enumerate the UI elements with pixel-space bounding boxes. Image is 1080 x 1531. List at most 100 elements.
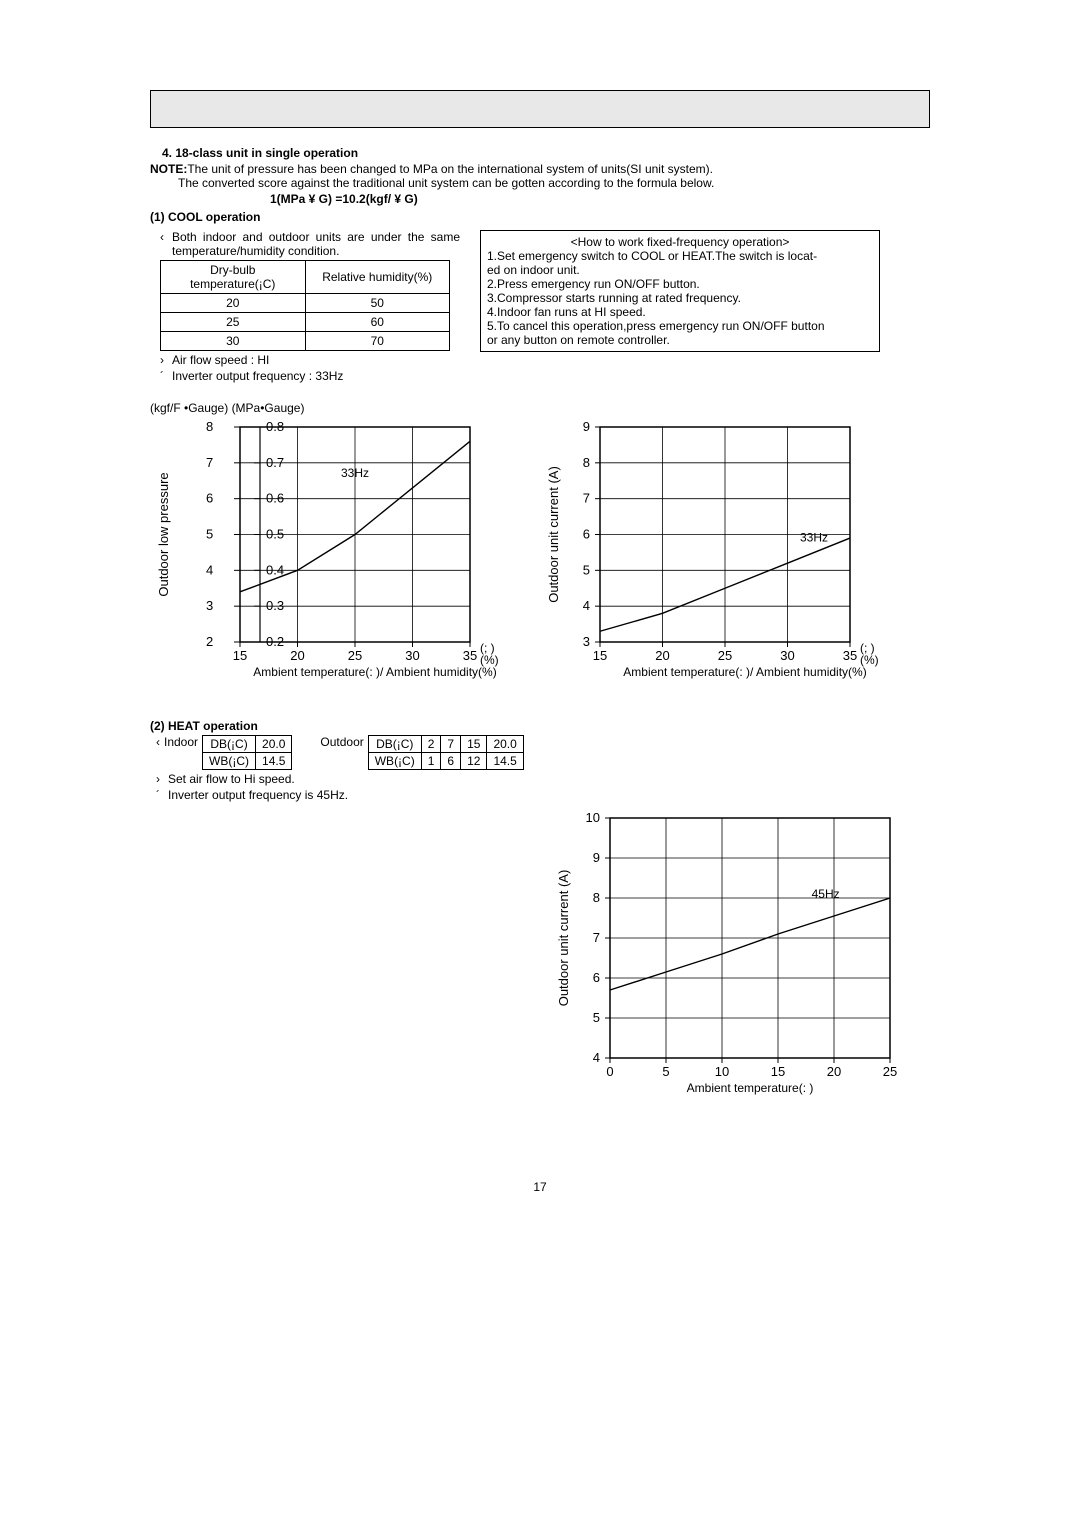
bullet-icon: ‹: [156, 735, 160, 749]
svg-text:0.7: 0.7: [266, 455, 284, 470]
howto-line: 3.Compressor starts running at rated fre…: [487, 291, 873, 305]
note-line: NOTE:The unit of pressure has been chang…: [150, 162, 930, 176]
axes-caption: (kgf/F •Gauge) (MPa•Gauge): [150, 401, 930, 415]
svg-text:30: 30: [780, 648, 794, 663]
svg-text:0.5: 0.5: [266, 527, 284, 542]
note-line2: The converted score against the traditio…: [150, 176, 930, 190]
page: 4. 18-class unit in single operation NOT…: [0, 0, 1080, 1108]
table-row: DB(¡C) 2 7 15 20.0: [368, 736, 523, 753]
svg-text:7: 7: [583, 491, 590, 506]
svg-text:6: 6: [583, 527, 590, 542]
svg-text:7: 7: [206, 455, 213, 470]
svg-text:3: 3: [583, 634, 590, 649]
heat-b3-text: Inverter output frequency is 45Hz.: [168, 788, 348, 802]
heat-heading: (2) HEAT operation: [150, 719, 930, 733]
svg-text:9: 9: [593, 850, 600, 865]
conditions-table: Dry-bulb temperature(¡C) Relative humidi…: [160, 260, 450, 351]
svg-text:2: 2: [206, 634, 213, 649]
outdoor-label: Outdoor: [320, 735, 363, 749]
svg-text:7: 7: [593, 930, 600, 945]
svg-text:9: 9: [583, 419, 590, 434]
svg-text:15: 15: [771, 1064, 785, 1079]
heat-bullet3: ´ Inverter output frequency is 45Hz.: [150, 788, 930, 802]
note-text1: The unit of pressure has been changed to…: [187, 162, 713, 176]
svg-text:8: 8: [206, 419, 213, 434]
svg-text:20: 20: [655, 648, 669, 663]
howto-title: <How to work fixed-frequency operation>: [487, 235, 873, 249]
svg-text:20: 20: [827, 1064, 841, 1079]
cool-bullet2: › Air flow speed : HI: [160, 353, 460, 367]
indoor-block: ‹ Indoor DB(¡C)20.0 WB(¡C)14.5: [156, 735, 292, 770]
pressure-chart: 20.230.340.450.560.670.780.81520253035(;…: [150, 417, 510, 697]
indoor-table: DB(¡C)20.0 WB(¡C)14.5: [202, 735, 292, 770]
howto-box: <How to work fixed-frequency operation> …: [480, 230, 880, 352]
cool-bullet3: ´ Inverter output frequency : 33Hz: [160, 369, 460, 383]
svg-text:15: 15: [593, 648, 607, 663]
svg-text:5: 5: [593, 1010, 600, 1025]
bullet-icon: ›: [156, 772, 162, 786]
current-chart-heat: 45678910051015202545HzOutdoor unit curre…: [550, 808, 930, 1108]
svg-text:Outdoor unit current (A): Outdoor unit current (A): [546, 466, 561, 603]
svg-text:10: 10: [715, 1064, 729, 1079]
svg-text:Ambient temperature(: )/ Ambi: Ambient temperature(: )/ Ambient humidit…: [623, 665, 866, 679]
cond-col2: Relative humidity(%): [305, 261, 450, 294]
svg-text:0.8: 0.8: [266, 419, 284, 434]
outdoor-table: DB(¡C) 2 7 15 20.0 WB(¡C) 1 6 12 14.5: [368, 735, 524, 770]
svg-text:15: 15: [233, 648, 247, 663]
section-title: 4. 18-class unit in single operation: [150, 146, 930, 160]
cool-heading: (1) COOL operation: [150, 210, 930, 224]
svg-text:Outdoor unit current (A): Outdoor unit current (A): [556, 870, 571, 1007]
cool-bullet1: ‹ Both indoor and outdoor units are unde…: [160, 230, 460, 258]
svg-text:35: 35: [463, 648, 477, 663]
svg-text:0.2: 0.2: [266, 634, 284, 649]
svg-text:Outdoor low pressure: Outdoor low pressure: [156, 472, 171, 596]
svg-text:5: 5: [662, 1064, 669, 1079]
howto-line: 5.To cancel this operation,press emergen…: [487, 319, 873, 333]
bullet-icon: ‹: [160, 230, 166, 244]
svg-text:4: 4: [583, 598, 590, 613]
svg-text:6: 6: [206, 491, 213, 506]
svg-text:8: 8: [583, 455, 590, 470]
svg-text:10: 10: [586, 810, 600, 825]
table-row: 2050: [161, 294, 450, 313]
page-number: 17: [0, 1180, 1080, 1194]
cool-bullet1-text: Both indoor and outdoor units are under …: [172, 230, 460, 258]
svg-text:25: 25: [883, 1064, 897, 1079]
svg-text:3: 3: [206, 598, 213, 613]
svg-text:0: 0: [606, 1064, 613, 1079]
table-row: 3070: [161, 332, 450, 351]
heat-bullet2: › Set air flow to Hi speed.: [150, 772, 930, 786]
svg-text:Ambient temperature(: ): Ambient temperature(: ): [687, 1081, 814, 1095]
howto-line: ed on indoor unit.: [487, 263, 873, 277]
cool-b3-text: Inverter output frequency : 33Hz: [172, 369, 343, 383]
howto-line: or any button on remote controller.: [487, 333, 873, 347]
svg-text:4: 4: [206, 562, 213, 577]
indoor-label: Indoor: [164, 735, 198, 749]
conversion-formula: 1(MPa ¥ G) =10.2(kgf/ ¥ G): [150, 192, 930, 206]
table-row: 2560: [161, 313, 450, 332]
cool-left-col: ‹ Both indoor and outdoor units are unde…: [150, 230, 460, 385]
note-label: NOTE:: [150, 162, 187, 176]
svg-text:8: 8: [593, 890, 600, 905]
howto-line: 2.Press emergency run ON/OFF button.: [487, 277, 873, 291]
table-row: WB(¡C) 1 6 12 14.5: [368, 753, 523, 770]
bullet-icon: ´: [160, 369, 166, 383]
svg-text:Ambient temperature(: )/ Ambi: Ambient temperature(: )/ Ambient humidit…: [253, 665, 496, 679]
svg-text:30: 30: [405, 648, 419, 663]
bullet-icon: ´: [156, 788, 162, 802]
svg-text:6: 6: [593, 970, 600, 985]
svg-text:33Hz: 33Hz: [800, 531, 828, 545]
current-chart-cool: 34567891520253035(; )(%)33HzOutdoor unit…: [540, 417, 900, 697]
svg-text:45Hz: 45Hz: [812, 887, 840, 901]
svg-text:0.6: 0.6: [266, 491, 284, 506]
svg-text:5: 5: [206, 527, 213, 542]
bullet-icon: ›: [160, 353, 166, 367]
cond-col1: Dry-bulb temperature(¡C): [161, 261, 306, 294]
table-row: DB(¡C)20.0: [203, 736, 292, 753]
table-row: WB(¡C)14.5: [203, 753, 292, 770]
outdoor-block: Outdoor DB(¡C) 2 7 15 20.0 WB(¡C) 1 6 12…: [320, 735, 523, 770]
svg-text:25: 25: [348, 648, 362, 663]
header-bar: [150, 90, 930, 128]
svg-text:0.4: 0.4: [266, 562, 284, 577]
cool-b2-text: Air flow speed : HI: [172, 353, 269, 367]
